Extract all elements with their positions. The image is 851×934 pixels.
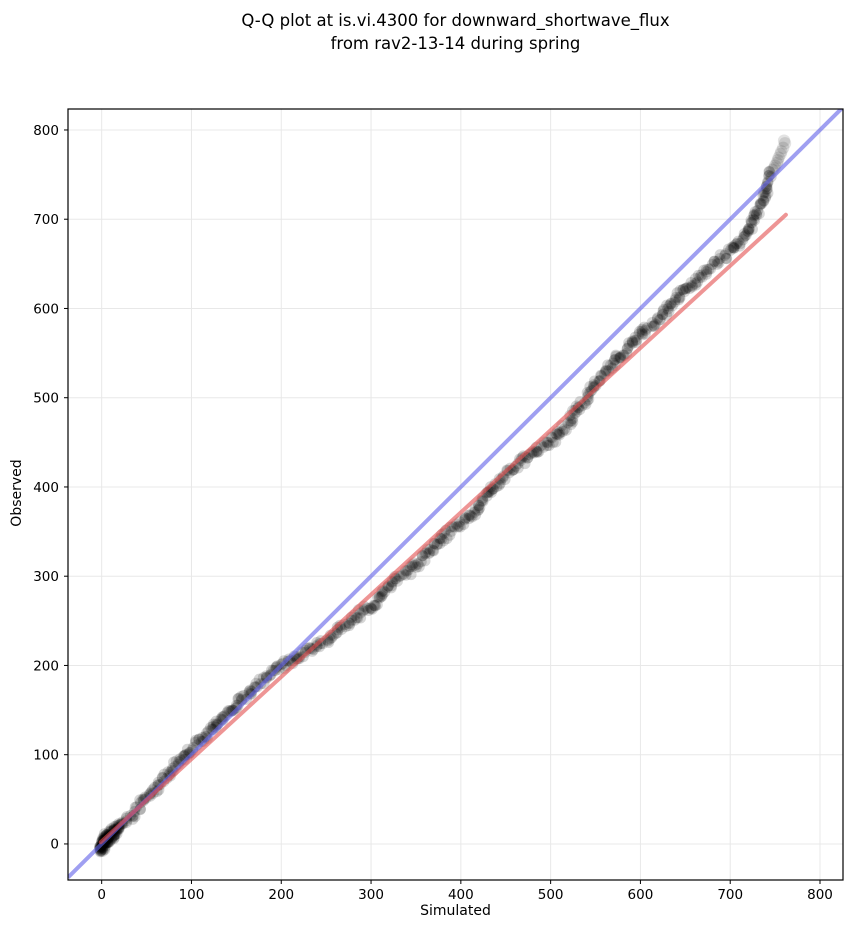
- y-tick-label: 200: [33, 658, 59, 674]
- y-tick-label: 0: [50, 837, 59, 853]
- y-tick-label: 500: [33, 391, 59, 407]
- x-axis-label: Simulated: [420, 903, 491, 919]
- y-axis-label: Observed: [9, 459, 25, 527]
- x-tick-label: 0: [97, 887, 106, 903]
- scatter-upper-tail: [766, 134, 792, 177]
- y-tick-label: 700: [33, 212, 59, 228]
- fit-line: [98, 212, 788, 845]
- plot-border: [67, 108, 844, 881]
- x-tick-label: 400: [448, 887, 474, 903]
- x-tick-label: 700: [717, 887, 743, 903]
- x-tick-label: 200: [268, 887, 294, 903]
- axis-ticks: 0 100 200 300 400 500 600 700 800 0 100 200 300 400 50…: [33, 123, 833, 903]
- x-tick-label: 500: [538, 887, 564, 903]
- x-tick-label: 800: [807, 887, 833, 903]
- x-tick-label: 600: [628, 887, 654, 903]
- chart-title: Q-Q plot at is.vi.4300 for downward_shor…: [68, 9, 843, 55]
- x-tick-label: 300: [358, 887, 384, 903]
- identity-line: [68, 109, 843, 879]
- y-tick-label: 600: [33, 301, 59, 317]
- y-tick-label: 300: [33, 569, 59, 585]
- chart-title-line2: from rav2-13-14 during spring: [330, 34, 581, 53]
- y-tick-label: 100: [33, 747, 59, 763]
- chart-title-line1: Q-Q plot at is.vi.4300 for downward_shor…: [241, 11, 670, 30]
- x-tick-label: 100: [179, 887, 205, 903]
- y-tick-label: 400: [33, 480, 59, 496]
- y-tick-label: 800: [33, 123, 59, 139]
- plot-area: [68, 109, 843, 879]
